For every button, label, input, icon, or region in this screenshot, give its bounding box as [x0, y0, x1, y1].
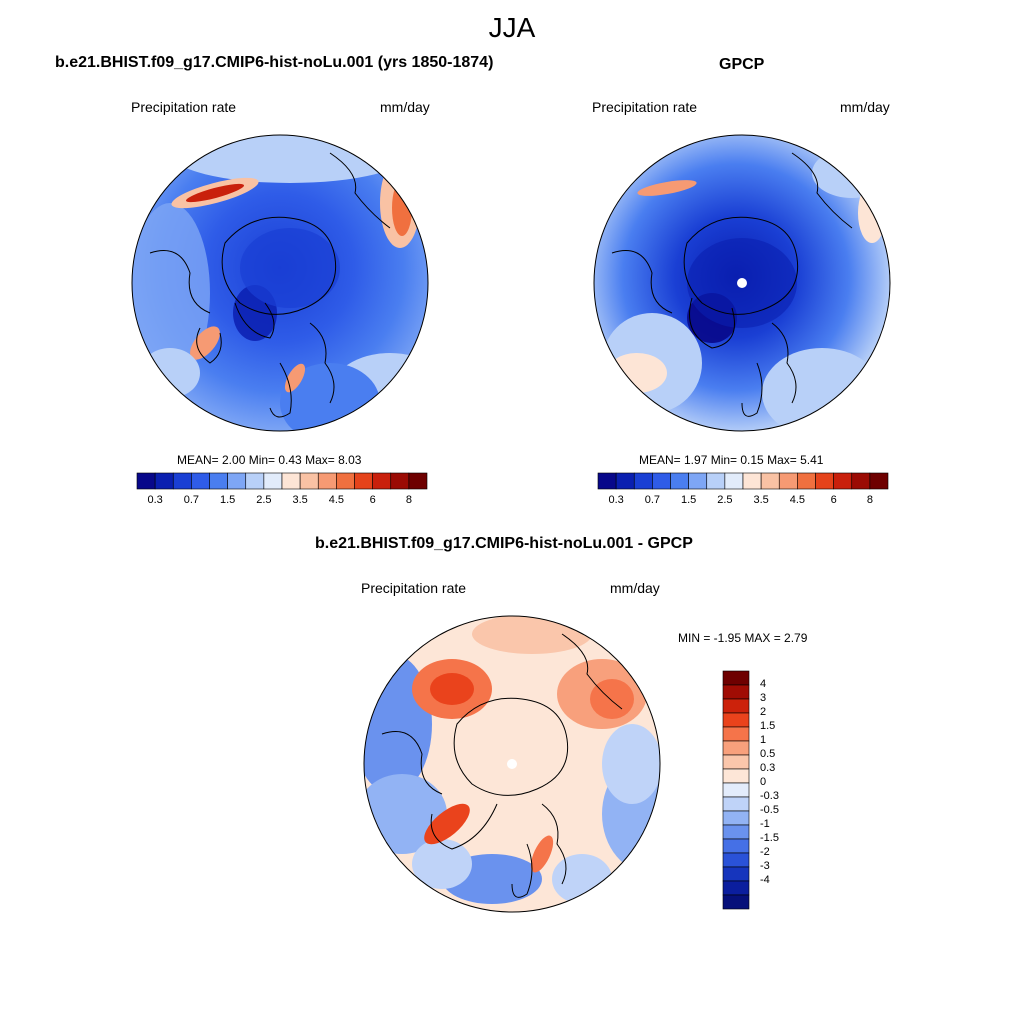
colorbar-swatch [209, 472, 228, 490]
colorbar-swatch [722, 810, 750, 826]
colorbar-tick-label: 2.5 [717, 494, 733, 506]
colorbar-swatch [172, 472, 192, 490]
diff-colorbar [722, 670, 750, 910]
colorbar-swatch [722, 852, 750, 868]
colorbar-swatch [833, 472, 853, 490]
colorbar-tick-label: -4 [760, 874, 770, 886]
model-units-label: mm/day [380, 99, 430, 115]
colorbar-swatch [722, 824, 750, 840]
colorbar-swatch [722, 740, 750, 756]
colorbar-tick-label: 1.5 [680, 494, 697, 506]
colorbar-tick-label: 4 [760, 678, 767, 690]
colorbar-swatch [722, 698, 750, 714]
colorbar-swatch [390, 472, 410, 490]
colorbar-swatch [299, 472, 319, 490]
colorbar-swatch [722, 880, 750, 896]
colorbar-tick-label: 3.5 [753, 494, 769, 506]
colorbar-swatch [281, 472, 301, 490]
colorbar-tick-label: 0.7 [183, 494, 200, 506]
colorbar-tick-label: -2 [760, 846, 770, 858]
colorbar-swatch [722, 768, 750, 784]
colorbar-tick-label: 8 [866, 494, 873, 506]
diff-variable-label: Precipitation rate [361, 580, 467, 596]
colorbar-tick-label: 0.7 [644, 494, 661, 506]
colorbar-swatch [597, 472, 617, 490]
diff-units-label: mm/day [610, 580, 660, 596]
obs-panel-title: GPCP [719, 56, 765, 73]
colorbar-tick-label: -0.5 [760, 804, 779, 816]
colorbar-swatch [670, 472, 689, 490]
colorbar-tick-label: 2 [760, 706, 767, 718]
diff-polar-map [363, 615, 661, 913]
colorbar-tick-label: 4.5 [789, 494, 806, 506]
colorbar-swatch [615, 472, 635, 490]
colorbar-tick-label: 0.3 [147, 494, 163, 506]
colorbar-swatch [263, 472, 283, 490]
colorbar-swatch [797, 472, 816, 490]
colorbar-tick-label: 0.3 [760, 762, 776, 774]
colorbar-tick-label: 8 [405, 494, 412, 506]
colorbar-tick-label: 1 [760, 734, 767, 746]
colorbar-swatch [136, 472, 156, 490]
colorbar-swatch [778, 472, 798, 490]
colorbar-tick-label: 6 [369, 494, 376, 506]
obs-units-label: mm/day [840, 99, 890, 115]
colorbar-swatch [760, 472, 780, 490]
colorbar-swatch [869, 472, 889, 490]
colorbar-swatch [722, 782, 750, 798]
model-colorbar [136, 472, 428, 490]
colorbar-swatch [688, 472, 708, 490]
colorbar-swatch [633, 472, 653, 490]
colorbar-tick-label: 2.5 [256, 494, 272, 506]
colorbar-tick-label: 4.5 [328, 494, 345, 506]
colorbar-tick-label: -0.3 [760, 790, 779, 802]
colorbar-swatch [722, 754, 750, 770]
colorbar-tick-label: -3 [760, 860, 770, 872]
colorbar-swatch [706, 472, 726, 490]
colorbar-tick-label: 1.5 [760, 720, 776, 732]
obs-colorbar [597, 472, 889, 490]
colorbar-swatch [722, 712, 750, 728]
colorbar-swatch [408, 472, 428, 490]
colorbar-swatch [722, 670, 750, 686]
colorbar-swatch [245, 472, 265, 490]
colorbar-swatch [722, 726, 750, 742]
colorbar-tick-label: 0.5 [760, 748, 776, 760]
colorbar-tick-label: 0 [760, 776, 767, 788]
obs-variable-label: Precipitation rate [592, 99, 698, 115]
colorbar-swatch [652, 472, 671, 490]
colorbar-swatch [722, 684, 750, 700]
colorbar-tick-label: 6 [830, 494, 837, 506]
colorbar-swatch [336, 472, 355, 490]
diff-panel-title: b.e21.BHIST.f09_g17.CMIP6-hist-noLu.001 … [315, 535, 693, 552]
colorbar-swatch [742, 472, 762, 490]
obs-polar-map [593, 134, 891, 432]
colorbar-tick-label: 1.5 [219, 494, 236, 506]
colorbar-tick-label: 3 [760, 692, 767, 704]
model-variable-label: Precipitation rate [131, 99, 237, 115]
colorbar-swatch [722, 866, 750, 882]
colorbar-tick-label: 3.5 [292, 494, 308, 506]
colorbar-swatch [317, 472, 337, 490]
colorbar-swatch [722, 838, 750, 854]
colorbar-swatch [372, 472, 392, 490]
colorbar-swatch [722, 894, 750, 910]
colorbar-swatch [191, 472, 210, 490]
colorbar-tick-label: -1.5 [760, 832, 779, 844]
model-panel-title: b.e21.BHIST.f09_g17.CMIP6-hist-noLu.001 … [55, 54, 494, 71]
colorbar-swatch [722, 796, 750, 812]
colorbar-swatch [815, 472, 834, 490]
colorbar-swatch [227, 472, 247, 490]
colorbar-tick-label: -1 [760, 818, 770, 830]
colorbar-tick-label: 0.3 [608, 494, 624, 506]
main-title: JJA [488, 12, 536, 43]
model-stats: MEAN= 2.00 Min= 0.43 Max= 8.03 [177, 453, 362, 467]
colorbar-swatch [354, 472, 373, 490]
obs-stats: MEAN= 1.97 Min= 0.15 Max= 5.41 [639, 453, 824, 467]
model-polar-map [131, 134, 429, 432]
diff-stats: MIN = -1.95 MAX = 2.79 [678, 631, 808, 645]
colorbar-swatch [724, 472, 744, 490]
colorbar-swatch [851, 472, 871, 490]
colorbar-swatch [154, 472, 174, 490]
